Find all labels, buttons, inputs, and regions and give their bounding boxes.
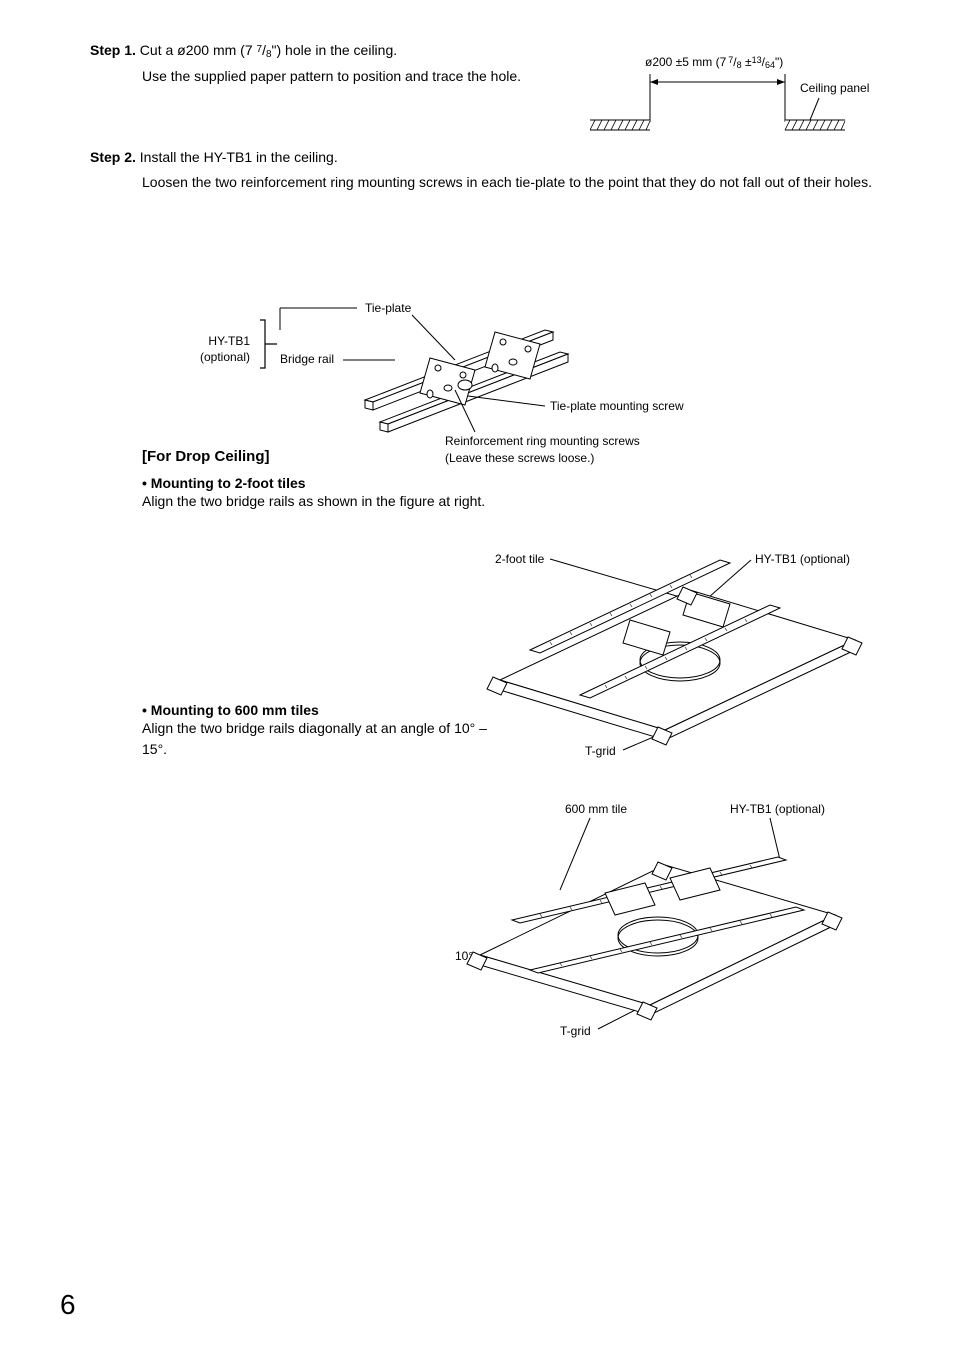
step2-label: Step 2. — [90, 149, 136, 165]
figure-600mm-tile: 600 mm tile HY-TB1 (optional) 10° – 15° … — [430, 795, 870, 1055]
fig2-hytb1: HY-TB1 — [208, 334, 250, 348]
fig4-hytb1: HY-TB1 (optional) — [730, 802, 825, 816]
fig2-bridgerail: Bridge rail — [280, 352, 334, 366]
step2-body: Loosen the two reinforcement ring mounti… — [142, 172, 894, 193]
ceiling-left — [590, 120, 650, 130]
fig2-ring-2: (Leave these screws loose.) — [445, 451, 594, 465]
bullet-2foot-body: Align the two bridge rails as shown in t… — [142, 491, 502, 512]
svg-text:ø200 ±5 mm (77/8 ±13/64"): ø200 ±5 mm (77/8 ±13/64") — [645, 55, 783, 70]
fig1-ceiling-panel: Ceiling panel — [800, 81, 869, 95]
fig1-dim-pre: ø200 ±5 mm (7 — [645, 55, 727, 69]
step1-title-post: ") hole in the ceiling. — [272, 42, 398, 58]
fig2-optional: (optional) — [200, 350, 250, 364]
fig1-pm: ± — [742, 55, 752, 69]
figure-ceiling-hole: ø200 ±5 mm (77/8 ±13/64") Ceiling panel — [590, 50, 890, 160]
ceiling-right — [785, 120, 845, 130]
fig2-ring-1: Reinforcement ring mounting screws — [445, 434, 640, 448]
page-number: 6 — [60, 1289, 76, 1321]
fig3-2foot: 2-foot tile — [495, 552, 545, 566]
step2-title: Install the HY-TB1 in the ceiling. — [140, 149, 338, 165]
figure-tie-plate: HY-TB1 (optional) Tie-plate Bridge rail — [165, 290, 725, 490]
fig1-post: ") — [775, 55, 783, 69]
fig2-tieplate: Tie-plate — [365, 301, 412, 315]
bullet-600-body: Align the two bridge rails diagonally at… — [142, 718, 502, 760]
fig3-tgrid: T-grid — [585, 744, 616, 758]
fig1-f2d: 64 — [765, 60, 775, 70]
fig4-600: 600 mm tile — [565, 802, 627, 816]
fig2-tie-screw: Tie-plate mounting screw — [550, 399, 684, 413]
step1-title-pre: Cut a ø200 mm (7 — [140, 42, 253, 58]
fig1-f2n: 13 — [752, 55, 762, 65]
fig3-hytb1: HY-TB1 (optional) — [755, 552, 850, 566]
fig4-tgrid: T-grid — [560, 1024, 591, 1038]
figure-2foot-tile: 2-foot tile HY-TB1 (optional) T-grid — [455, 545, 875, 775]
step1-label: Step 1. — [90, 42, 136, 58]
